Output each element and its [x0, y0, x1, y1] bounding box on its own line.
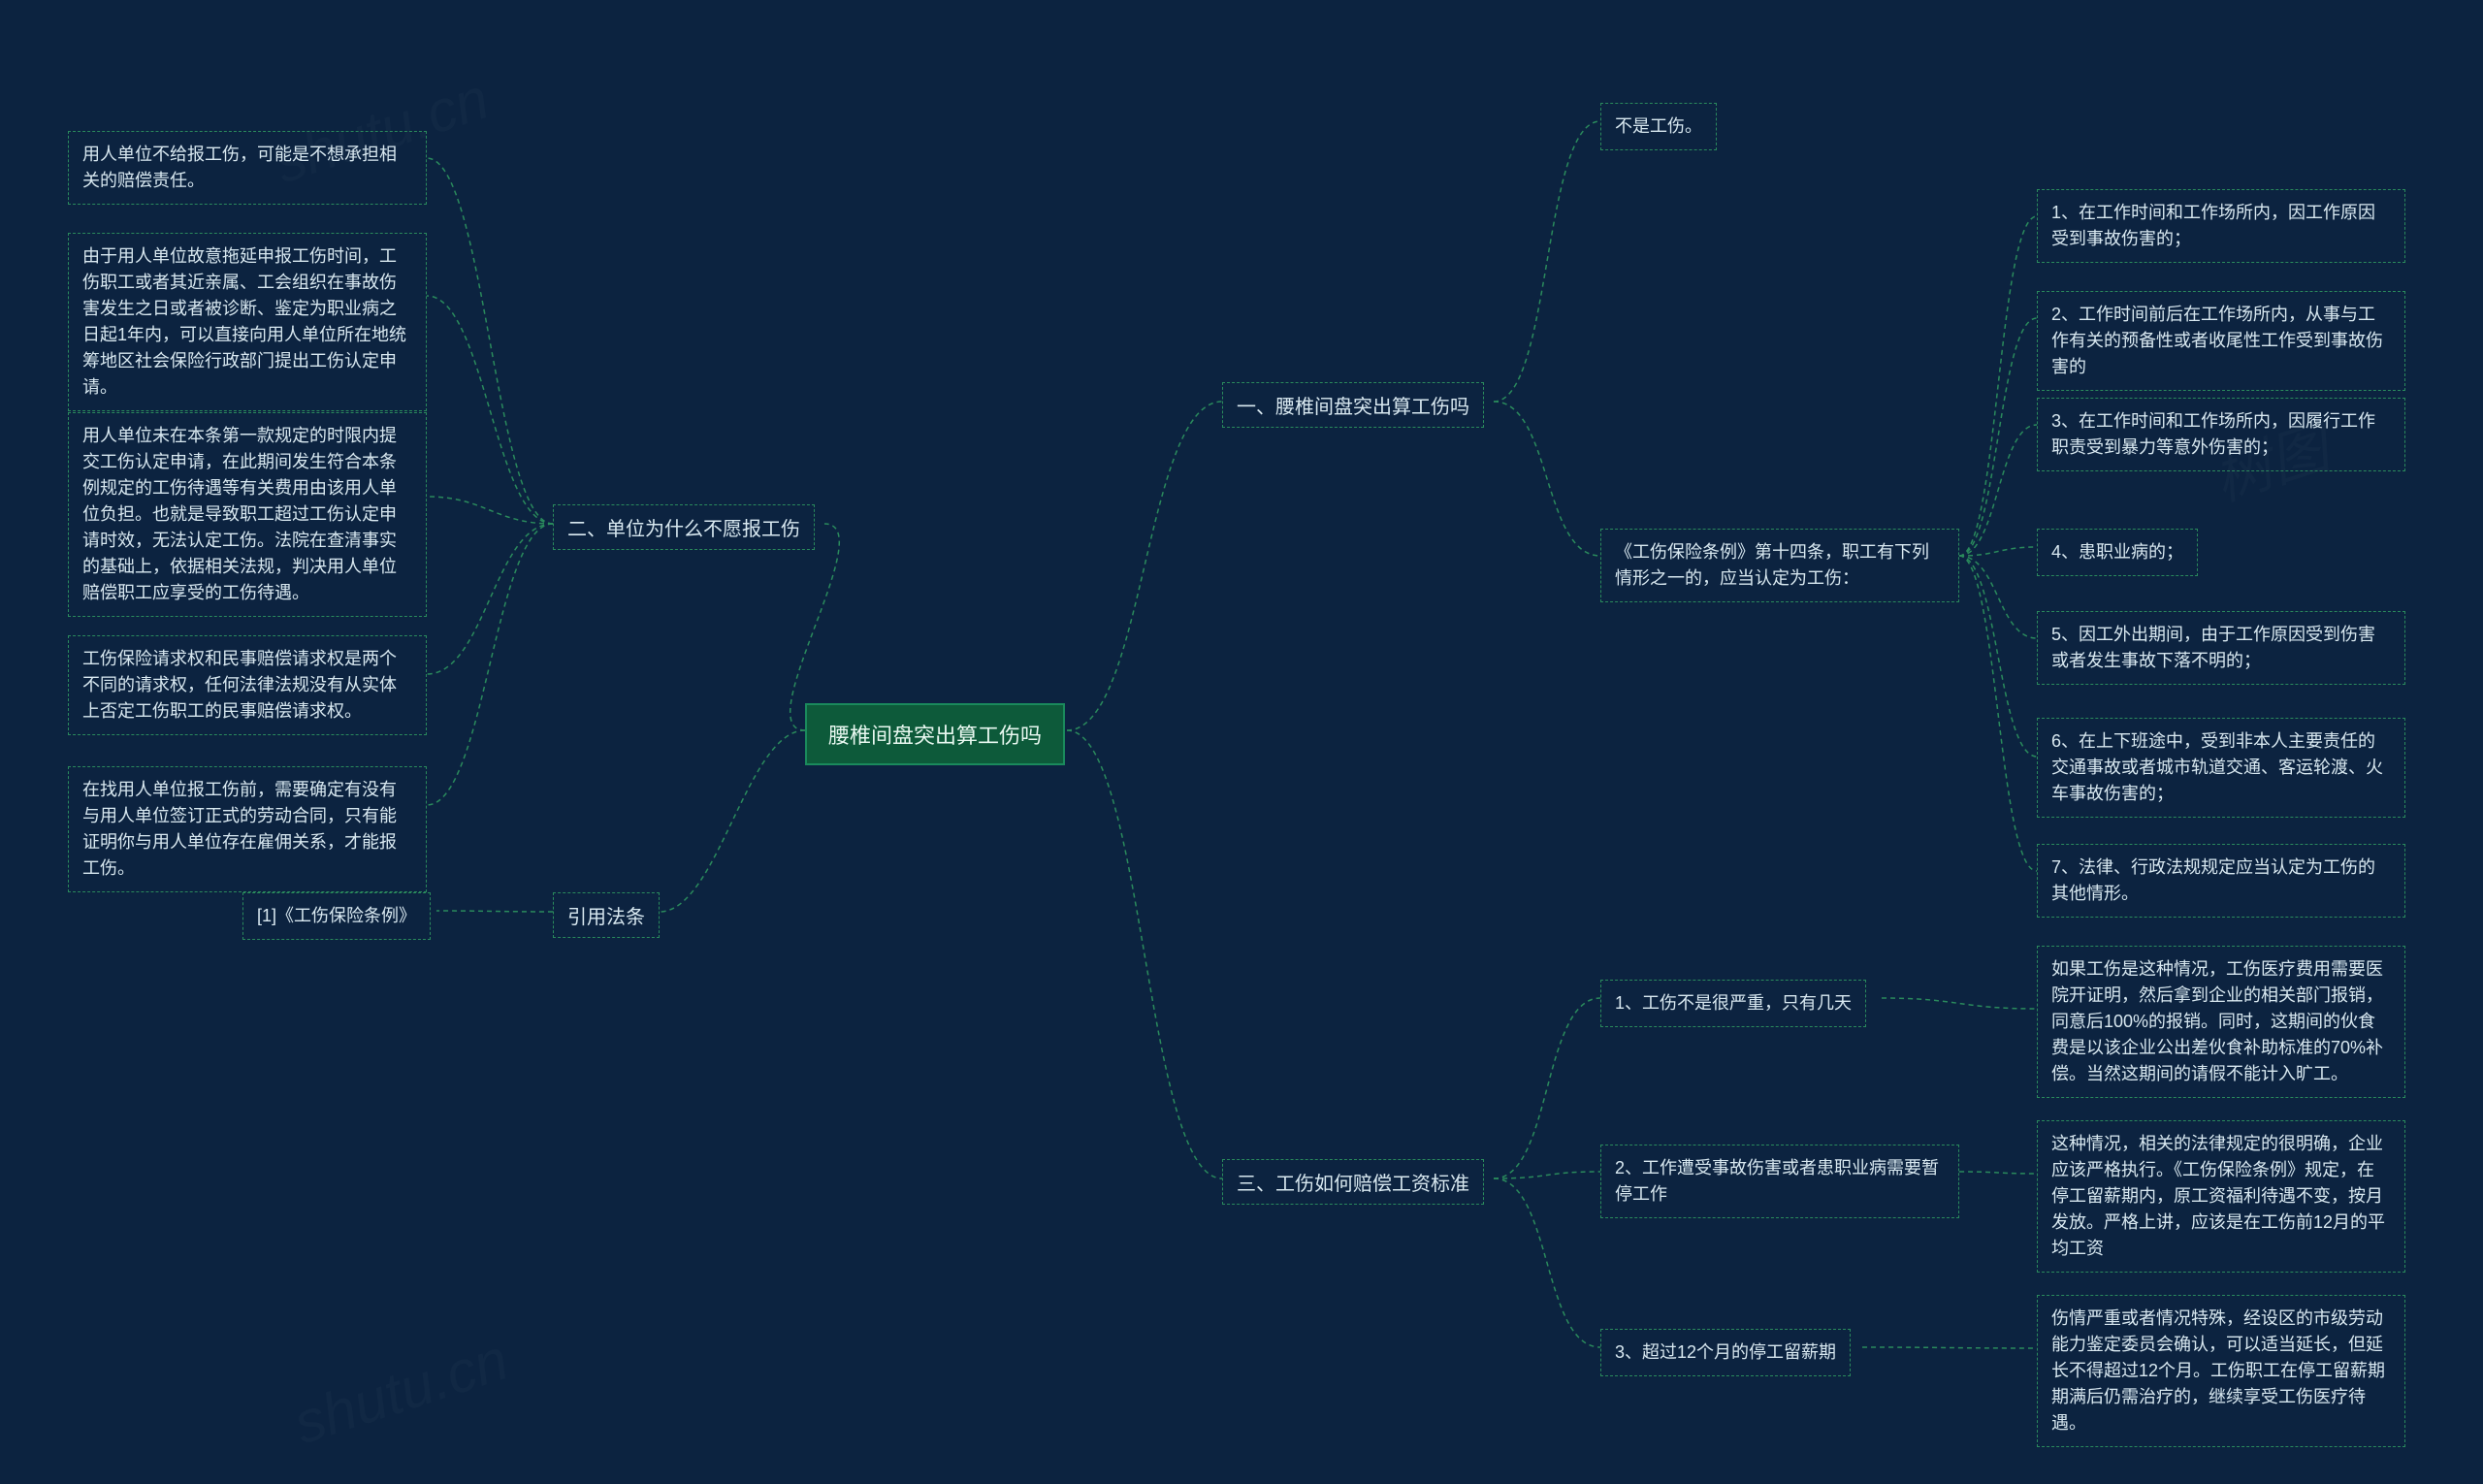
node-r1b6[interactable]: 6、在上下班途中，受到非本人主要责任的交通事故或者城市轨道交通、客运轮渡、火车事… — [2037, 718, 2405, 818]
node-l1d[interactable]: 工伤保险请求权和民事赔偿请求权是两个不同的请求权，任何法律法规没有从实体上否定工… — [68, 635, 427, 735]
node-r3a1[interactable]: 如果工伤是这种情况，工伤医疗费用需要医院开证明，然后拿到企业的相关部门报销，同意… — [2037, 946, 2405, 1098]
node-r1b2[interactable]: 2、工作时间前后在工作场所内，从事与工作有关的预备性或者收尾性工作受到事故伤害的 — [2037, 291, 2405, 391]
node-r3b1[interactable]: 这种情况，相关的法律规定的很明确，企业应该严格执行。《工伤保险条例》规定，在停工… — [2037, 1120, 2405, 1273]
node-l1a[interactable]: 用人单位不给报工伤，可能是不想承担相关的赔偿责任。 — [68, 131, 427, 205]
node-l2a[interactable]: [1]《工伤保险条例》 — [242, 892, 431, 940]
branch-r3[interactable]: 三、工伤如何赔偿工资标准 — [1222, 1159, 1484, 1205]
node-l1c[interactable]: 用人单位未在本条第一款规定的时限内提交工伤认定申请，在此期间发生符合本条例规定的… — [68, 412, 427, 617]
node-r3a[interactable]: 1、工伤不是很严重，只有几天 — [1600, 980, 1866, 1027]
node-r3b[interactable]: 2、工作遭受事故伤害或者患职业病需要暂停工作 — [1600, 1145, 1959, 1218]
node-r1b7[interactable]: 7、法律、行政法规规定应当认定为工伤的其他情形。 — [2037, 844, 2405, 918]
watermark: shutu.cn — [286, 1326, 516, 1458]
node-r1b4[interactable]: 4、患职业病的； — [2037, 529, 2198, 576]
branch-r1[interactable]: 一、腰椎间盘突出算工伤吗 — [1222, 382, 1484, 428]
node-r1b[interactable]: 《工伤保险条例》第十四条，职工有下列情形之一的，应当认定为工伤： — [1600, 529, 1959, 602]
node-r1a[interactable]: 不是工伤。 — [1600, 103, 1717, 150]
node-r1b1[interactable]: 1、在工作时间和工作场所内，因工作原因受到事故伤害的； — [2037, 189, 2405, 263]
center-node[interactable]: 腰椎间盘突出算工伤吗 — [805, 703, 1065, 765]
branch-l1[interactable]: 二、单位为什么不愿报工伤 — [553, 504, 815, 550]
node-l1b[interactable]: 由于用人单位故意拖延申报工伤时间，工伤职工或者其近亲属、工会组织在事故伤害发生之… — [68, 233, 427, 411]
node-r1b3[interactable]: 3、在工作时间和工作场所内，因履行工作职责受到暴力等意外伤害的； — [2037, 398, 2405, 471]
branch-l2[interactable]: 引用法条 — [553, 892, 660, 938]
mindmap-canvas: shutu.cn shutu.cn 树图 腰椎间盘突出算工伤吗 一、腰椎间盘突出… — [0, 0, 2483, 1484]
node-r3c1[interactable]: 伤情严重或者情况特殊，经设区的市级劳动能力鉴定委员会确认，可以适当延长，但延长不… — [2037, 1295, 2405, 1447]
node-l1e[interactable]: 在找用人单位报工伤前，需要确定有没有与用人单位签订正式的劳动合同，只有能证明你与… — [68, 766, 427, 892]
node-r3c[interactable]: 3、超过12个月的停工留薪期 — [1600, 1329, 1851, 1376]
node-r1b5[interactable]: 5、因工外出期间，由于工作原因受到伤害或者发生事故下落不明的； — [2037, 611, 2405, 685]
